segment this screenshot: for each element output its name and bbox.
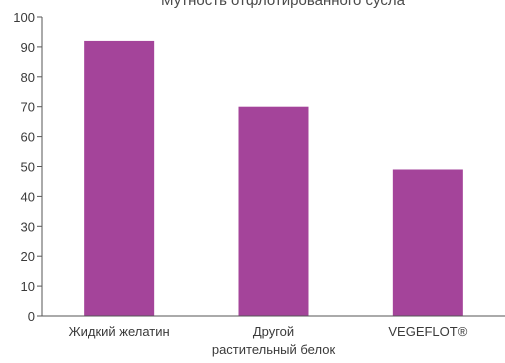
x-tick-label: Жидкий желатин: [69, 324, 170, 339]
x-tick-label: Другой растительный белок: [212, 324, 336, 357]
y-tick-label: 60: [21, 130, 35, 145]
y-axis: 0 10 20 30 40 50 60 70 80 90 100: [13, 10, 43, 324]
x-axis: Жидкий желатин Другой растительный белок VE…: [42, 315, 505, 357]
y-tick-label: 70: [21, 100, 35, 115]
bar: [392, 169, 463, 316]
x-tick-label-line: Другой: [253, 324, 294, 339]
y-tick-label: 100: [13, 10, 35, 25]
y-tick-label: 80: [21, 70, 35, 85]
y-tick-label: 90: [21, 40, 35, 55]
y-tick-label: 30: [21, 219, 35, 234]
x-tick-label-line: растительный белок: [212, 342, 336, 357]
x-tick-label-line: VEGEFLOT®: [388, 324, 467, 339]
x-tick-label: VEGEFLOT®: [388, 324, 467, 339]
y-tick-label: 20: [21, 249, 35, 264]
bar: [238, 106, 309, 316]
y-tick-label: 40: [21, 189, 35, 204]
chart-title: Мутность отфлотированного сусла: [161, 0, 406, 9]
bar: [84, 40, 155, 317]
x-tick-label-line: Жидкий желатин: [69, 324, 170, 339]
y-tick-label: 10: [21, 279, 35, 294]
y-tick-label: 0: [28, 309, 35, 324]
y-tick-label: 50: [21, 160, 35, 175]
bars: [84, 40, 463, 317]
